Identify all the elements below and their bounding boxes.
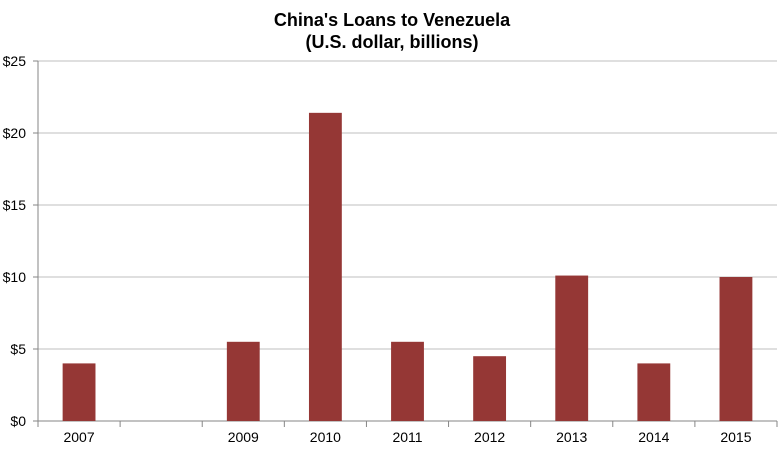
y-tick-label: $20	[3, 125, 27, 141]
y-tick-label: $0	[10, 413, 26, 429]
x-tick-label: 2009	[228, 429, 259, 445]
x-tick-label: 2012	[474, 429, 505, 445]
bar-2014	[637, 363, 671, 421]
chart-title: China's Loans to Venezuela (U.S. dollar,…	[0, 9, 784, 53]
bar-2015	[719, 277, 753, 421]
x-tick-label: 2010	[310, 429, 341, 445]
bar-2009	[226, 341, 260, 421]
chart-title-line-2: (U.S. dollar, billions)	[305, 32, 479, 52]
x-tick-label: 2013	[556, 429, 587, 445]
x-tick-label: 2011	[392, 429, 422, 445]
y-tick-label: $10	[3, 269, 27, 285]
x-tick-label: 2015	[720, 429, 751, 445]
y-tick-label: $5	[10, 341, 26, 357]
y-tick-label: $25	[3, 53, 27, 69]
bar-2013	[555, 275, 589, 421]
chart-title-line-1: China's Loans to Venezuela	[273, 10, 511, 30]
bar-2011	[391, 341, 424, 421]
x-tick-label: 2007	[63, 429, 94, 445]
y-tick-label: $15	[3, 197, 27, 213]
bar-2012	[473, 356, 507, 421]
bar-2010	[308, 112, 342, 421]
bar-2007	[62, 363, 96, 421]
x-tick-label: 2014	[638, 429, 669, 445]
